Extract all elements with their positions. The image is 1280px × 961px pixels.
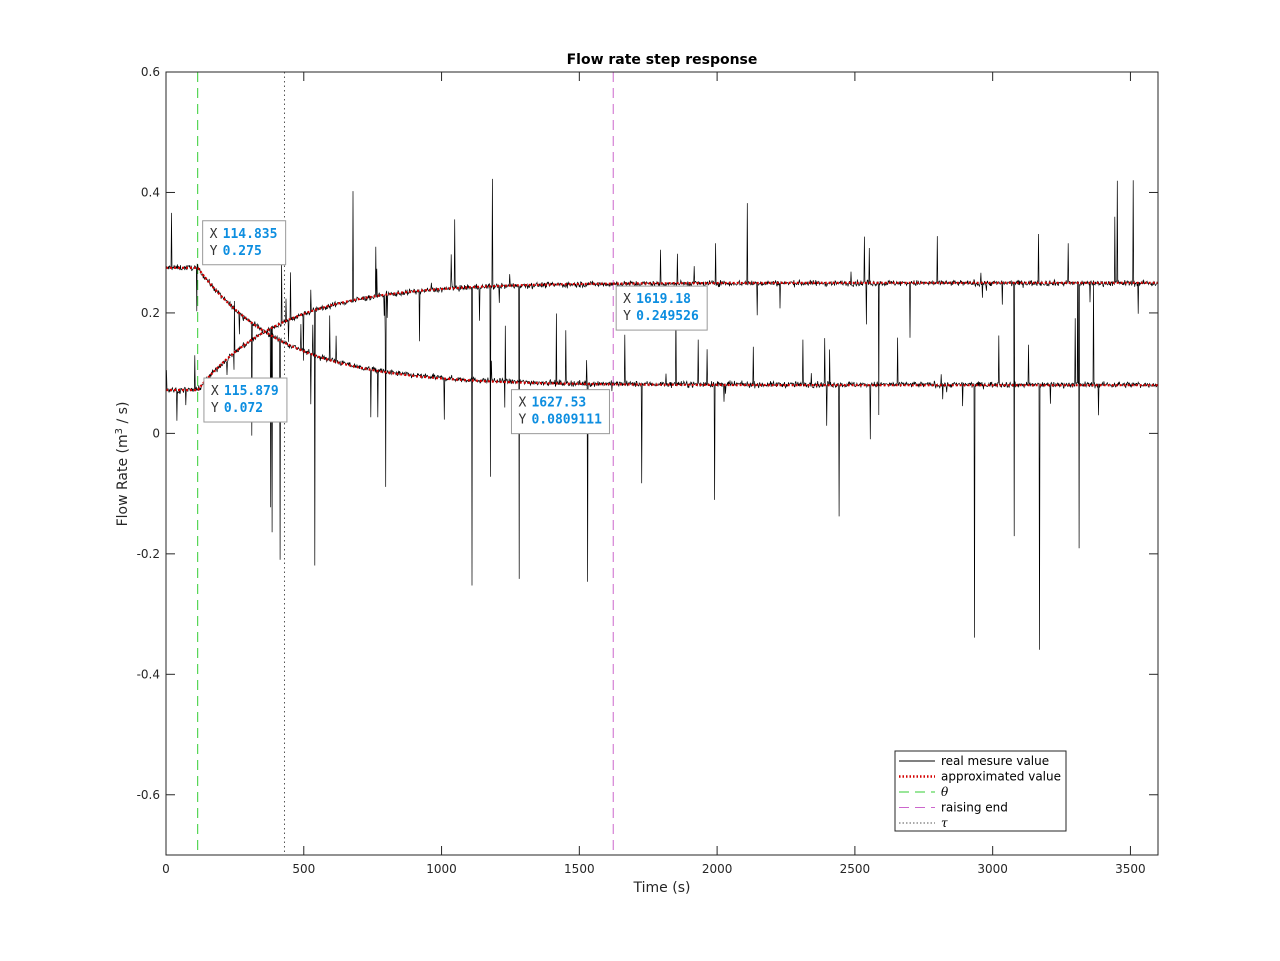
y-axis-label-main: Flow Rate (m bbox=[115, 434, 131, 526]
y-tick-label: -0.2 bbox=[137, 547, 160, 561]
datatip-y-value: 0.0809111 bbox=[531, 413, 602, 428]
legend-label: real mesure value bbox=[941, 754, 1049, 768]
legend-label: approximated value bbox=[941, 770, 1061, 784]
y-tick-label: -0.4 bbox=[137, 667, 160, 681]
datatip-y-key: Y bbox=[210, 244, 218, 259]
axes-frame bbox=[165, 71, 1159, 856]
datatips: X 114.835 Y 0.275 X 115.879 Y 0.072 X 1619.18 Y 0.2… bbox=[202, 220, 708, 435]
datatip-box bbox=[510, 389, 610, 435]
series-layer bbox=[165, 178, 1158, 650]
x-tick-label: 1500 bbox=[564, 862, 595, 876]
datatip-y-value: 0.249526 bbox=[636, 309, 699, 324]
datatip-y-key: Y bbox=[518, 413, 526, 428]
x-tick-label: 2000 bbox=[702, 862, 733, 876]
datatip-box bbox=[203, 377, 288, 423]
y-axis-ticks: -0.6 -0.4 -0.2 0 0.2 0.4 0.6 bbox=[137, 65, 1158, 802]
datatip-box bbox=[202, 220, 287, 266]
datatip[interactable]: X 114.835 Y 0.275 bbox=[202, 220, 287, 266]
datatip-y-key: Y bbox=[623, 309, 631, 324]
x-tick-label: 3000 bbox=[977, 862, 1008, 876]
datatip[interactable]: X 1627.53 Y 0.0809111 bbox=[510, 389, 610, 435]
plot-area bbox=[165, 71, 1159, 856]
y-tick-label: 0.4 bbox=[141, 185, 160, 199]
x-tick-label: 3500 bbox=[1115, 862, 1146, 876]
y-tick-label: -0.6 bbox=[137, 788, 160, 802]
y-tick-label: 0.2 bbox=[141, 306, 160, 320]
y-axis-label-sup: 3 bbox=[114, 428, 125, 434]
datatip[interactable]: X 1619.18 Y 0.249526 bbox=[615, 285, 708, 331]
datatip-y-value: 0.275 bbox=[223, 244, 262, 259]
datatip-x-value: 1619.18 bbox=[636, 292, 691, 307]
x-axis-ticks: 0 500 1000 1500 2000 2500 3000 3500 bbox=[162, 72, 1146, 876]
legend-label: θ bbox=[941, 785, 949, 799]
x-axis-label: Time (s) bbox=[633, 880, 691, 896]
x-tick-label: 2500 bbox=[840, 862, 871, 876]
datatip-y-value: 0.072 bbox=[224, 401, 263, 416]
datatip-x-key: X bbox=[210, 227, 218, 242]
datatip-x-value: 115.879 bbox=[224, 384, 279, 399]
legend-label: τ bbox=[941, 816, 948, 830]
datatip-x-key: X bbox=[211, 384, 219, 399]
datatip-x-value: 114.835 bbox=[223, 227, 278, 242]
datatip-x-key: X bbox=[518, 396, 526, 411]
series-approx-rising bbox=[166, 281, 1158, 392]
x-tick-label: 500 bbox=[292, 862, 315, 876]
series-approx-falling bbox=[166, 266, 1158, 387]
y-axis-label: Flow Rate (m3 / s) bbox=[114, 402, 132, 527]
legend-label: raising end bbox=[941, 801, 1008, 815]
datatip-x-value: 1627.53 bbox=[531, 396, 586, 411]
y-tick-label: 0 bbox=[152, 426, 160, 440]
datatip-x-key: X bbox=[623, 292, 631, 307]
chart-title: Flow rate step response bbox=[567, 52, 758, 68]
vertical-markers bbox=[197, 72, 614, 855]
y-axis-label-tail: / s) bbox=[115, 402, 131, 428]
axes-box bbox=[166, 72, 1158, 855]
datatip-y-key: Y bbox=[211, 401, 219, 416]
datatip-box bbox=[615, 285, 708, 331]
x-tick-label: 1000 bbox=[426, 862, 457, 876]
x-tick-label: 0 bbox=[162, 862, 170, 876]
legend-box bbox=[894, 750, 1067, 832]
datatip[interactable]: X 115.879 Y 0.072 bbox=[203, 377, 288, 423]
y-tick-label: 0.6 bbox=[141, 65, 160, 79]
